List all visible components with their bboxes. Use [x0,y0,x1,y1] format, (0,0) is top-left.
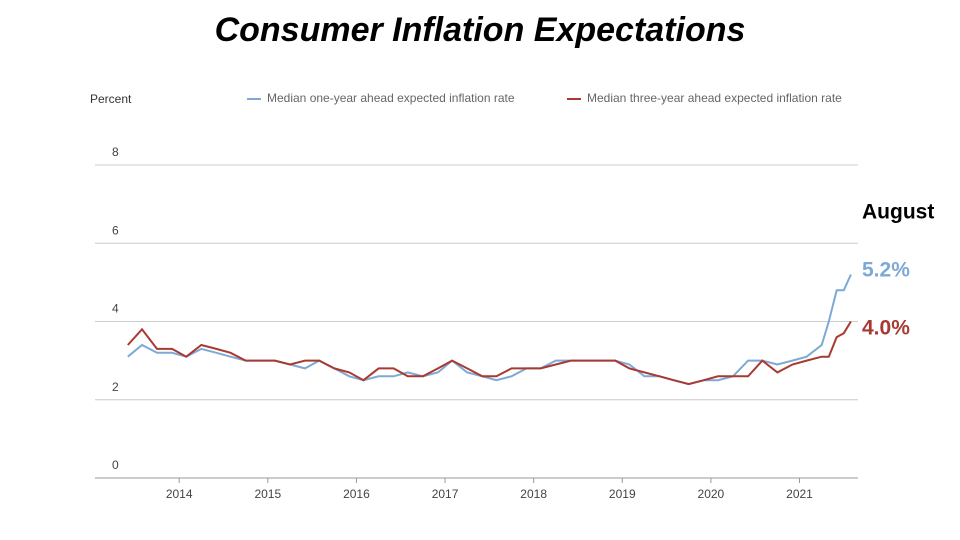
annotation: 4.0% [862,317,910,340]
series-line [127,320,852,386]
x-tick-label: 2020 [698,487,725,501]
x-tick-label: 2018 [520,487,547,501]
y-tick-label: 6 [112,223,119,237]
y-tick-label: 8 [112,145,119,159]
x-tick-label: 2015 [254,487,281,501]
legend-label: Median three-year ahead expected inflati… [587,91,842,105]
y-tick-label: 2 [112,380,119,394]
x-tick-label: 2021 [786,487,813,501]
chart-title: Consumer Inflation Expectations [215,11,746,49]
annotation: 5.2% [862,259,910,282]
y-axis-label: Percent [90,92,132,106]
annotation: August [862,201,934,224]
series-line [127,274,852,386]
legend-label: Median one-year ahead expected inflation… [267,91,515,105]
x-tick-label: 2014 [166,487,193,501]
x-tick-label: 2017 [432,487,459,501]
y-tick-label: 4 [112,302,119,316]
x-tick-label: 2019 [609,487,636,501]
x-tick-label: 2016 [343,487,370,501]
y-tick-label: 0 [112,458,119,472]
